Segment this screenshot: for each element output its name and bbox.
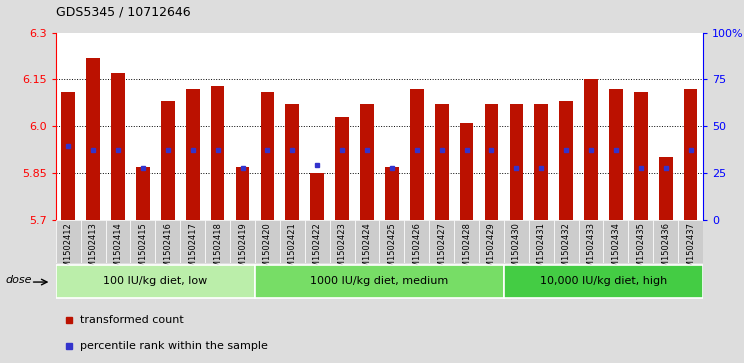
Bar: [360, 104, 373, 220]
Bar: [310, 173, 324, 220]
Bar: [529, 220, 554, 263]
Bar: [429, 220, 454, 263]
Bar: [330, 220, 355, 263]
Bar: [280, 220, 305, 263]
Bar: [336, 117, 349, 220]
Bar: [584, 79, 598, 220]
Text: GSM1502432: GSM1502432: [562, 222, 571, 278]
Text: GSM1502417: GSM1502417: [188, 222, 197, 278]
Bar: [410, 89, 423, 220]
Bar: [211, 86, 225, 220]
Text: GSM1502420: GSM1502420: [263, 222, 272, 278]
Text: GSM1502428: GSM1502428: [462, 222, 471, 278]
Bar: [679, 220, 703, 263]
Bar: [634, 92, 648, 220]
Text: GSM1502422: GSM1502422: [312, 222, 321, 278]
Bar: [62, 92, 75, 220]
Bar: [629, 220, 653, 263]
Bar: [504, 265, 703, 298]
Bar: [186, 89, 199, 220]
Bar: [56, 265, 255, 298]
Text: GSM1502427: GSM1502427: [437, 222, 446, 278]
Bar: [559, 101, 573, 220]
Bar: [255, 220, 280, 263]
Text: 1000 IU/kg diet, medium: 1000 IU/kg diet, medium: [310, 276, 449, 286]
Bar: [286, 104, 299, 220]
Text: 10,000 IU/kg diet, high: 10,000 IU/kg diet, high: [540, 276, 667, 286]
Bar: [130, 220, 155, 263]
Bar: [603, 220, 629, 263]
Bar: [554, 220, 579, 263]
Text: 100 IU/kg diet, low: 100 IU/kg diet, low: [103, 276, 208, 286]
Text: percentile rank within the sample: percentile rank within the sample: [80, 341, 269, 351]
Text: GSM1502433: GSM1502433: [586, 222, 595, 278]
Bar: [484, 104, 498, 220]
Text: GSM1502416: GSM1502416: [164, 222, 173, 278]
Text: GSM1502415: GSM1502415: [138, 222, 147, 278]
Bar: [385, 167, 399, 220]
Bar: [86, 58, 100, 220]
Bar: [260, 92, 275, 220]
Bar: [653, 220, 679, 263]
Text: GSM1502434: GSM1502434: [612, 222, 620, 278]
Bar: [460, 123, 473, 220]
Text: GSM1502430: GSM1502430: [512, 222, 521, 278]
Bar: [609, 89, 623, 220]
Text: GSM1502435: GSM1502435: [636, 222, 645, 278]
Bar: [454, 220, 479, 263]
Bar: [236, 167, 249, 220]
Bar: [684, 89, 697, 220]
Text: GSM1502425: GSM1502425: [388, 222, 397, 278]
Bar: [534, 104, 548, 220]
Bar: [579, 220, 603, 263]
Text: GSM1502436: GSM1502436: [661, 222, 670, 278]
Bar: [434, 104, 449, 220]
Bar: [404, 220, 429, 263]
Bar: [255, 265, 504, 298]
Bar: [111, 73, 125, 220]
Bar: [205, 220, 230, 263]
Bar: [510, 104, 523, 220]
Text: GSM1502424: GSM1502424: [362, 222, 371, 278]
Text: GSM1502412: GSM1502412: [64, 222, 73, 278]
Text: GSM1502429: GSM1502429: [487, 222, 496, 278]
Text: GSM1502419: GSM1502419: [238, 222, 247, 278]
Text: GSM1502437: GSM1502437: [686, 222, 695, 278]
Bar: [180, 220, 205, 263]
Bar: [106, 220, 130, 263]
Bar: [155, 220, 180, 263]
Text: GSM1502421: GSM1502421: [288, 222, 297, 278]
Text: GSM1502418: GSM1502418: [213, 222, 222, 278]
Bar: [161, 101, 175, 220]
Text: GSM1502414: GSM1502414: [114, 222, 123, 278]
Bar: [379, 220, 404, 263]
Bar: [659, 157, 673, 220]
Bar: [305, 220, 330, 263]
Bar: [479, 220, 504, 263]
Bar: [80, 220, 106, 263]
Text: dose: dose: [6, 274, 32, 285]
Bar: [56, 220, 80, 263]
Text: GSM1502431: GSM1502431: [536, 222, 546, 278]
Text: GSM1502413: GSM1502413: [89, 222, 97, 278]
Bar: [230, 220, 255, 263]
Text: transformed count: transformed count: [80, 315, 185, 325]
Bar: [355, 220, 379, 263]
Text: GDS5345 / 10712646: GDS5345 / 10712646: [56, 5, 190, 19]
Bar: [504, 220, 529, 263]
Text: GSM1502426: GSM1502426: [412, 222, 421, 278]
Text: GSM1502423: GSM1502423: [338, 222, 347, 278]
Bar: [136, 167, 150, 220]
